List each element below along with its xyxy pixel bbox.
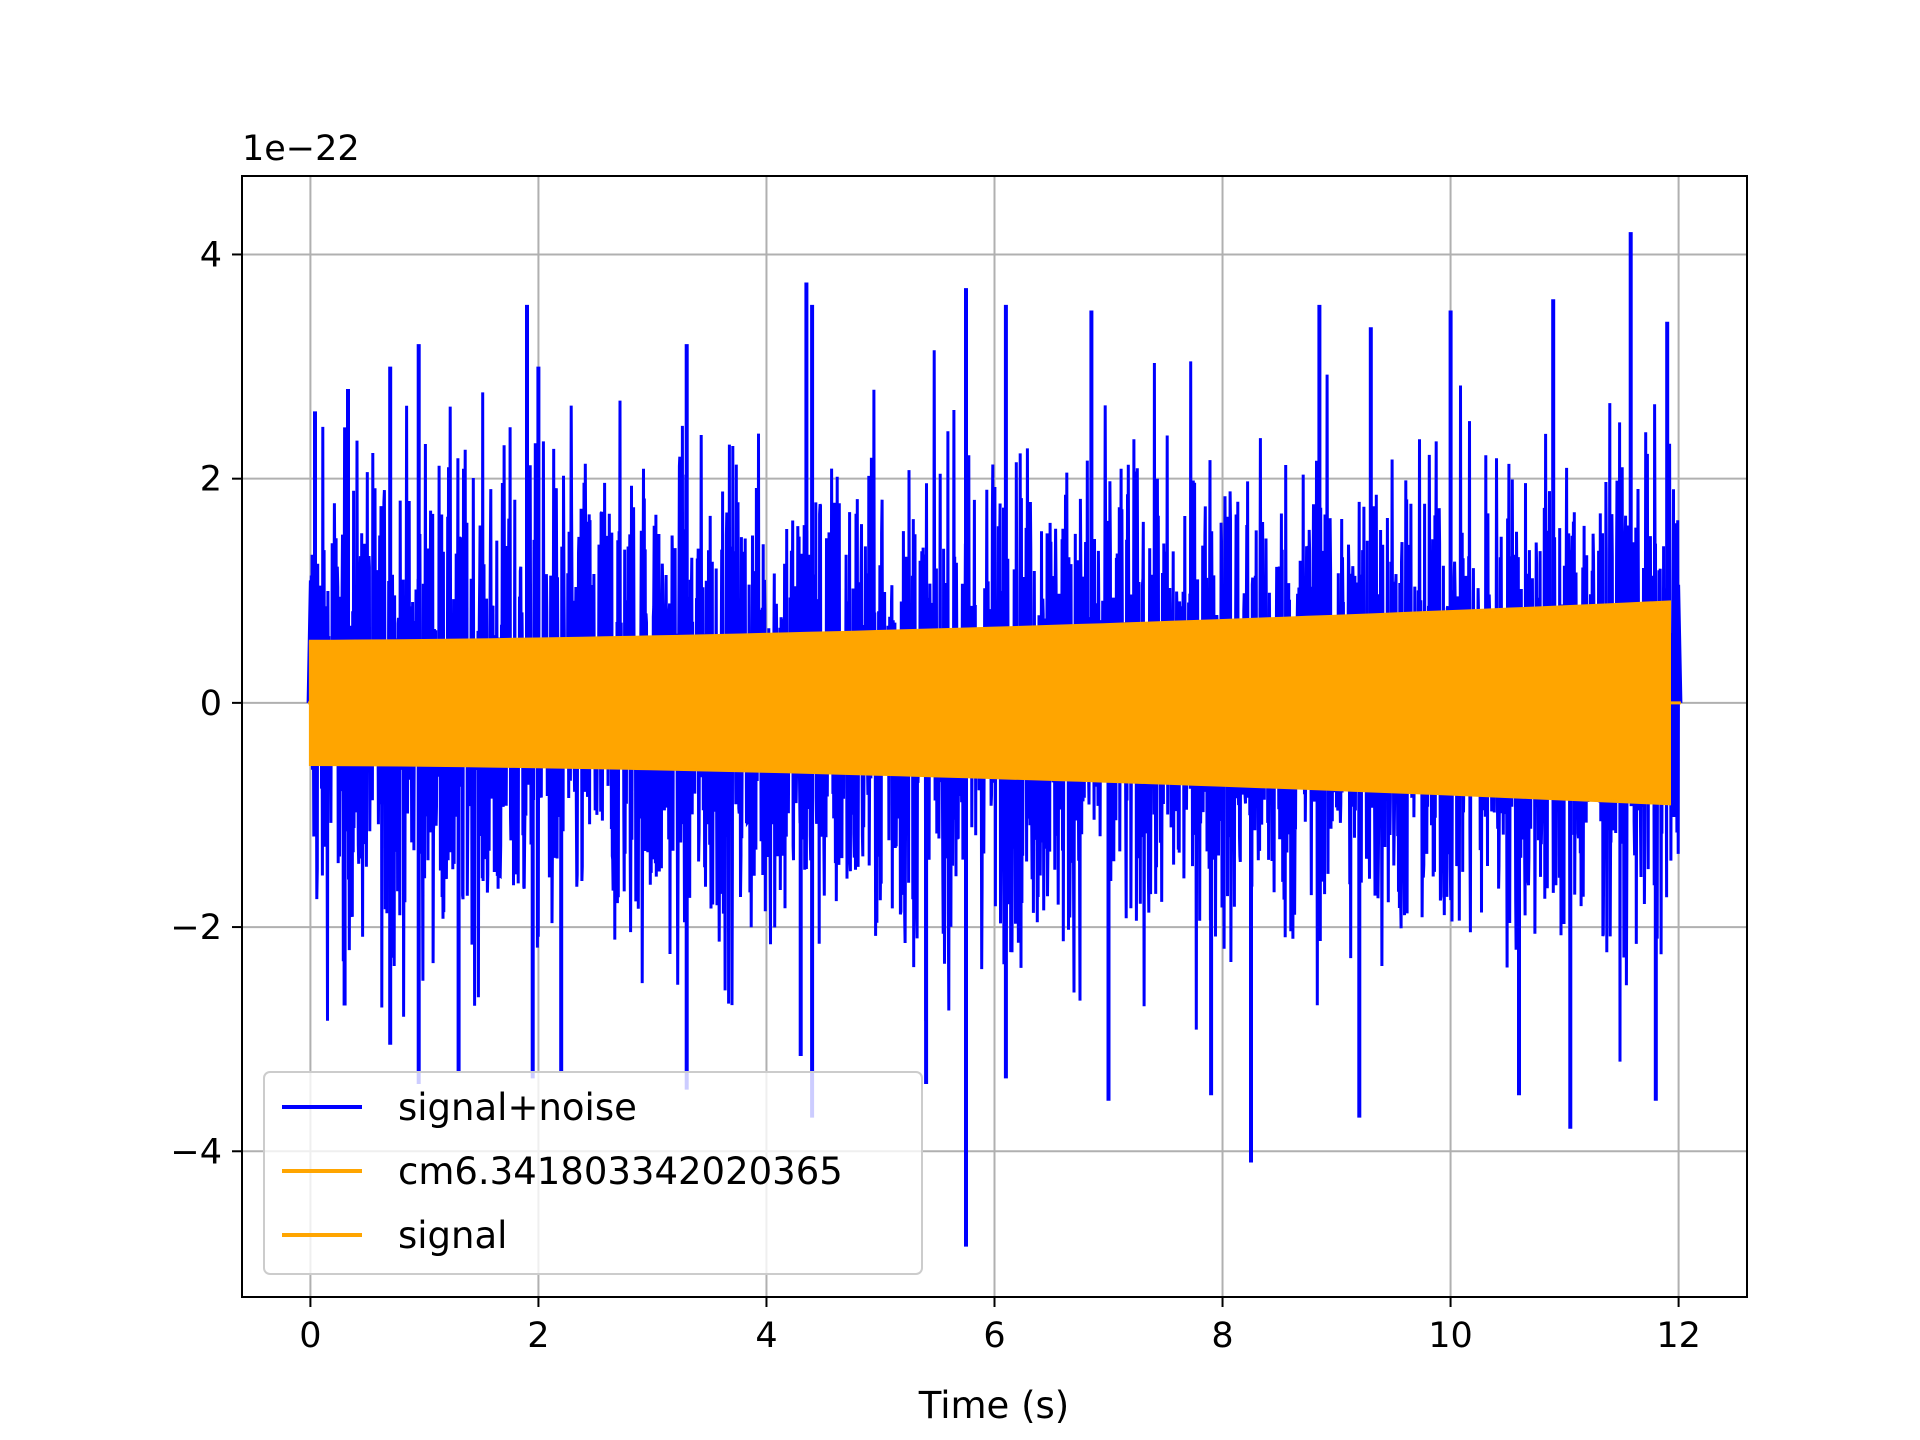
y-tick-label-1: −2 — [170, 908, 222, 948]
legend: signal+noise cm6.341803342020365 signal — [263, 1071, 923, 1275]
x-tick-label-3: 6 — [983, 1316, 1005, 1356]
series-spikes-signal-noise — [313, 232, 1670, 1247]
x-tick-label-0: 0 — [299, 1316, 321, 1356]
y-tick-label-4: 4 — [200, 235, 222, 275]
legend-label-signal: signal — [398, 1214, 507, 1257]
legend-label-signal-noise: signal+noise — [398, 1086, 637, 1129]
legend-box — [263, 1071, 923, 1275]
x-tick-label-2: 4 — [755, 1316, 777, 1356]
series-envelope-signal — [308, 600, 1671, 806]
x-axis-label: Time (s) — [918, 1384, 1069, 1427]
y-tick-label-2: 0 — [200, 684, 222, 724]
series-layer — [306, 232, 1683, 1247]
y-tick-label-3: 2 — [200, 460, 222, 500]
y-scale-label: 1e−22 — [242, 129, 360, 169]
legend-label-cm: cm6.341803342020365 — [398, 1150, 843, 1193]
x-tick-label-5: 10 — [1428, 1316, 1473, 1356]
ticks: 0 2 4 6 8 10 12 −4 −2 0 2 4 — [170, 235, 1700, 1356]
x-tick-label-6: 12 — [1656, 1316, 1701, 1356]
y-tick-label-0: −4 — [170, 1132, 222, 1172]
x-tick-label-4: 8 — [1211, 1316, 1233, 1356]
x-tick-label-1: 2 — [527, 1316, 549, 1356]
